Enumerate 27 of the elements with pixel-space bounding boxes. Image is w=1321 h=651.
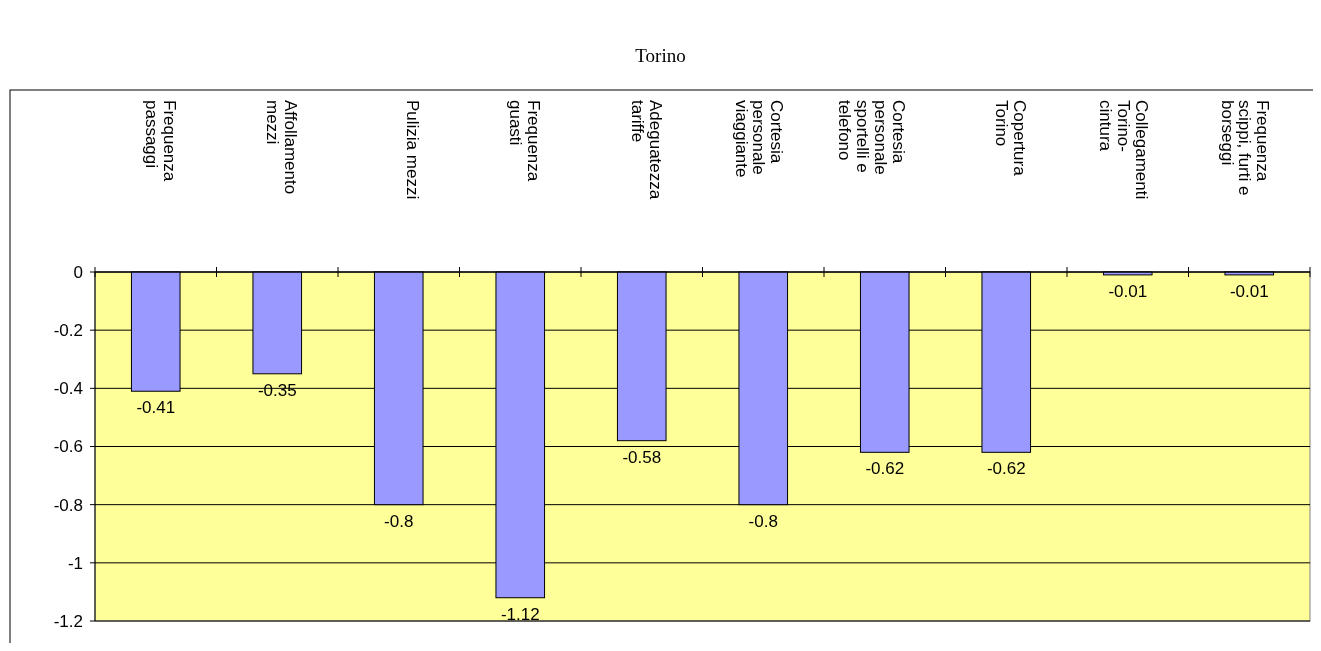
data-label: -0.58 (622, 447, 662, 467)
x-tick-label: Cortesia personale viaggiante (731, 100, 787, 178)
x-tick-label: Frequenza guasti (506, 100, 544, 182)
y-tick-label: -0.2 (53, 321, 83, 341)
x-tick-label: Frequenza passaggi (141, 100, 179, 182)
y-tick-label: -0.6 (53, 437, 83, 457)
x-tick-label: Collegamenti Torino-cintura (1096, 100, 1151, 200)
data-label: -0.8 (748, 511, 778, 531)
y-tick-label: -1 (67, 553, 83, 573)
x-tick-label: Affollamento mezzi (263, 100, 301, 195)
y-tick-label: -0.4 (53, 379, 83, 399)
chart-title: Torino (635, 45, 686, 66)
x-tick-label: Frequenza scippi, furti e borseggi (1217, 100, 1273, 196)
data-label: -0.8 (384, 511, 414, 531)
data-label: -0.62 (865, 459, 905, 479)
x-tick-label: Cortesia personale sportelli e telefono (835, 100, 908, 175)
x-tick-label: Adeguatezza tariffe (627, 100, 665, 200)
y-tick-label: -1.2 (53, 611, 83, 631)
data-label: -0.62 (986, 459, 1026, 479)
x-tick-label: Copertura Torino (992, 100, 1030, 177)
data-label: -0.01 (1108, 281, 1148, 301)
data-label: -1.12 (500, 604, 540, 624)
y-tick-label: 0 (73, 262, 83, 282)
x-tick-label: Pulizia mezzi (402, 100, 422, 200)
data-label: -0.01 (1229, 281, 1269, 301)
y-tick-label: -0.8 (53, 495, 83, 515)
data-label: -0.41 (136, 398, 176, 418)
